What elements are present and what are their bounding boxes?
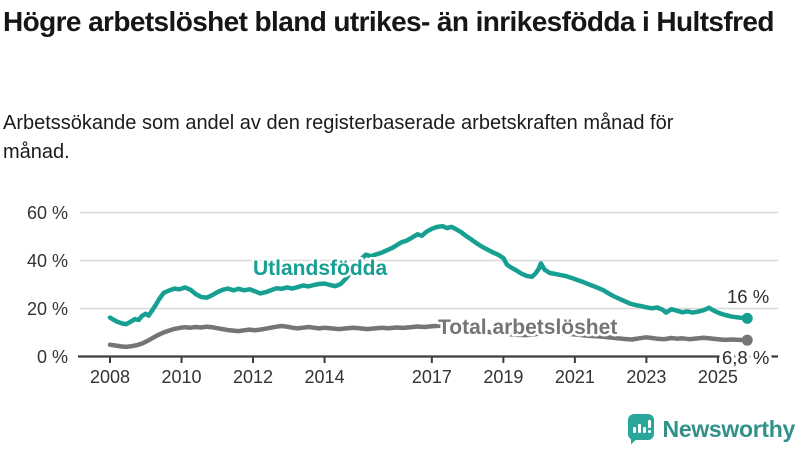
- x-tick-label: 2021: [555, 367, 595, 387]
- icon-exclamation-dot: [647, 430, 651, 433]
- series-label-total: Total arbetslöshet: [438, 316, 617, 339]
- end-value-label-utlandsfodda: 16 %: [727, 286, 769, 307]
- chart-title: Högre arbetslöshet bland utrikes- än inr…: [3, 6, 774, 37]
- newsworthy-logo[interactable]: Newsworthy: [627, 412, 796, 446]
- x-tick-label: 2008: [90, 367, 130, 387]
- icon-bar: [637, 424, 641, 433]
- x-tick-label: 2010: [161, 367, 201, 387]
- icon-bar: [642, 427, 646, 433]
- y-tick-label: 0 %: [37, 347, 68, 367]
- icon-exclamation-bar: [647, 420, 651, 428]
- y-tick-label: 20 %: [27, 299, 68, 319]
- chart-subtitle: Arbetssökande som andel av den registerb…: [3, 112, 674, 164]
- newsworthy-bar-chart-icon: [627, 414, 654, 445]
- speech-bubble-tail: [630, 436, 640, 445]
- gridlines: [80, 211, 778, 310]
- x-tick-label: 2025: [698, 367, 738, 387]
- end-point-dots: [741, 312, 753, 346]
- end-value-label-total: 6,8 %: [722, 347, 769, 368]
- y-tick-label: 40 %: [27, 251, 68, 271]
- axes: 0 % 20 % 40 % 60 % 2008 2010 2012 2014 2017 2019 2…: [27, 203, 778, 387]
- x-tick-label: 2023: [626, 367, 666, 387]
- line-utlandsfodda: [107, 223, 750, 327]
- y-tick-label: 60 %: [27, 203, 68, 223]
- end-dot-utlandsfodda: [741, 312, 753, 324]
- data-series: [107, 223, 750, 350]
- series-labels: Utlandsfödda 16 % Total arbetslöshet 6,8 %: [251, 255, 773, 372]
- x-tick-label: 2012: [233, 367, 273, 387]
- series-label-utlandsfodda: Utlandsfödda: [253, 257, 387, 280]
- icon-bar: [632, 427, 636, 433]
- x-tick-label: 2014: [305, 367, 345, 387]
- x-tick-label: 2019: [483, 367, 523, 387]
- end-dot-total: [741, 334, 753, 346]
- line-total: [107, 323, 750, 350]
- x-tick-label: 2017: [412, 367, 452, 387]
- newsworthy-wordmark: Newsworthy: [662, 415, 796, 442]
